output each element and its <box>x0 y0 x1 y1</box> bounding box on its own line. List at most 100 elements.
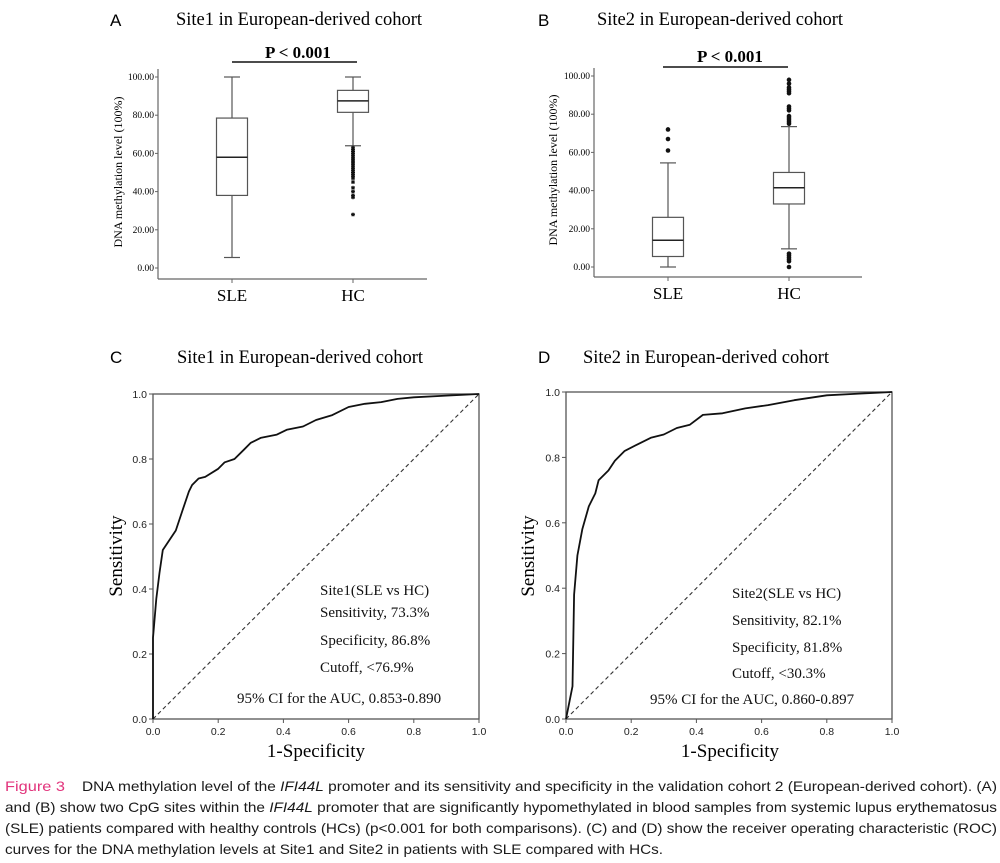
outlier-star-point <box>351 185 355 190</box>
y-axis-label-c: Sensitivity <box>106 515 127 597</box>
y-tick-label: 0.8 <box>132 454 147 466</box>
reference-diagonal <box>152 393 480 720</box>
boxplot-A: 0.00 20.00 40.00 60.00 80.00 100.00 SLE HC <box>128 69 427 305</box>
x-tick-label: 0.8 <box>819 726 834 738</box>
box-sle <box>215 76 249 259</box>
annotation-text: Site2(SLE vs HC) <box>732 586 841 602</box>
outlier-point <box>786 81 792 86</box>
roc-curve <box>565 391 893 720</box>
y-tick-label: 0.4 <box>132 584 147 596</box>
outlier-star-point <box>351 193 355 198</box>
annotation-text: Site1(SLE vs HC) <box>320 583 429 599</box>
y-tick-label: 60.00 <box>133 149 155 159</box>
outlier-point <box>665 127 671 132</box>
x-tick-label: SLE <box>217 286 247 305</box>
significance-label-b: P < 0.001 <box>697 47 763 66</box>
caption-line: DNA methylation level of the IFI44L prom… <box>82 778 997 794</box>
annotation-text: 95% CI for the AUC, 0.853-0.890 <box>237 691 441 707</box>
annotation-text: 95% CI for the AUC, 0.860-0.897 <box>650 692 855 708</box>
annotation-text: Specificity, 86.8% <box>320 633 430 649</box>
chart-title-a: Site1 in European-derived cohort <box>176 10 423 30</box>
x-tick-label: HC <box>777 284 801 303</box>
caption-line: (SLE) patients compared with healthy con… <box>5 820 997 836</box>
outlier-point <box>786 85 792 90</box>
outlier-point <box>786 104 792 109</box>
roc-chart-C: 0.0 0.2 0.4 0.6 0.8 1.0 0.0 0.2 0.4 0.6 0.8 1.0 Site… <box>132 389 486 738</box>
x-axis-label-d: 1-Specificity <box>681 741 780 762</box>
gene-name: IFI44L <box>269 799 313 815</box>
outlier-point <box>786 77 792 83</box>
y-axis-label-b: DNA methylation level (100%) <box>546 95 560 246</box>
x-tick-label: 1.0 <box>885 726 900 738</box>
annotation-text: Specificity, 81.8% <box>732 640 842 656</box>
y-tick-label: 0.4 <box>545 583 560 595</box>
outlier-star-point <box>351 212 355 217</box>
outlier-point <box>786 251 792 256</box>
iqr-box <box>651 216 685 258</box>
x-tick-label: 0.2 <box>624 726 639 738</box>
annotation-text: Cutoff, <76.9% <box>320 660 414 676</box>
y-tick-label: 100.00 <box>564 72 590 82</box>
x-tick-label: 0.4 <box>276 726 291 738</box>
outlier-star-point <box>351 180 355 185</box>
x-tick-label: 0.2 <box>211 726 226 738</box>
y-tick-label: 0.6 <box>132 519 147 531</box>
caption-text: DNA methylation level of the IFI44L prom… <box>5 778 997 857</box>
y-tick-label: 40.00 <box>133 188 155 198</box>
x-axis-label-c: 1-Specificity <box>267 741 366 762</box>
y-tick-label: 20.00 <box>133 226 155 236</box>
outlier-point <box>786 264 792 270</box>
caption-segment: (SLE) patients compared with healthy con… <box>5 820 997 836</box>
y-tick-label: 0.00 <box>137 264 154 274</box>
caption-line: and (B) show two CpG sites within the IF… <box>5 799 997 815</box>
y-tick-label: 40.00 <box>569 187 591 197</box>
outlier-point <box>665 136 671 142</box>
chart-title-b: Site2 in European-derived cohort <box>597 10 844 30</box>
y-tick-label: 0.6 <box>545 518 560 530</box>
x-tick-label: SLE <box>653 284 683 303</box>
y-tick-label: 20.00 <box>569 225 591 235</box>
plot-frame <box>152 393 480 720</box>
caption-segment: promoter and its sensitivity and specifi… <box>324 778 997 794</box>
y-tick-label: 80.00 <box>133 111 155 121</box>
roc-curve <box>152 393 480 719</box>
x-tick-label: 1.0 <box>472 726 487 738</box>
y-axis-label-d: Sensitivity <box>518 515 539 597</box>
y-tick-label: 0.8 <box>545 452 560 464</box>
chart-title-c: Site1 in European-derived cohort <box>177 348 424 368</box>
caption-segment: promoter that are significantly hypometh… <box>313 799 997 815</box>
chart-title-d: Site2 in European-derived cohort <box>583 348 830 368</box>
box-sle <box>651 127 685 268</box>
outlier-point <box>665 148 671 153</box>
panel-label-c: C <box>110 348 122 367</box>
y-tick-label: 80.00 <box>569 110 591 120</box>
significance-label-a: P < 0.001 <box>265 43 331 62</box>
annotation-text: Sensitivity, 73.3% <box>320 605 429 621</box>
caption-line: curves for the DNA methylation levels at… <box>5 841 663 857</box>
caption-segment: and (B) show two CpG sites within the <box>5 799 269 815</box>
outlier-star-point <box>351 189 355 194</box>
y-tick-label: 0.0 <box>545 714 560 726</box>
annotation-text: Cutoff, <30.3% <box>732 666 826 682</box>
x-tick-label: HC <box>341 286 365 305</box>
outlier-point <box>786 113 792 119</box>
y-tick-label: 0.0 <box>132 714 147 726</box>
x-tick-label: 0.0 <box>559 726 574 738</box>
x-tick-label: 0.0 <box>146 726 161 738</box>
y-tick-label: 100.00 <box>128 73 154 83</box>
plot-frame <box>565 391 893 720</box>
x-tick-label: 0.8 <box>406 726 421 738</box>
panel-label-a: A <box>110 11 122 30</box>
annotation-text: Sensitivity, 82.1% <box>732 613 841 629</box>
outlier-star-point <box>351 145 355 150</box>
caption-segment: DNA methylation level of the <box>82 778 280 794</box>
y-tick-label: 0.2 <box>132 649 147 661</box>
gene-name: IFI44L <box>280 778 324 794</box>
reference-diagonal <box>565 391 893 720</box>
roc-chart-D: 0.0 0.2 0.4 0.6 0.8 1.0 0.0 0.2 0.4 0.6 0.8 1.0 Site… <box>545 387 899 738</box>
y-tick-label: 60.00 <box>569 148 591 158</box>
caption-segment: curves for the DNA methylation levels at… <box>5 841 663 857</box>
x-tick-label: 0.6 <box>341 726 356 738</box>
panel-label-d: D <box>538 348 550 367</box>
